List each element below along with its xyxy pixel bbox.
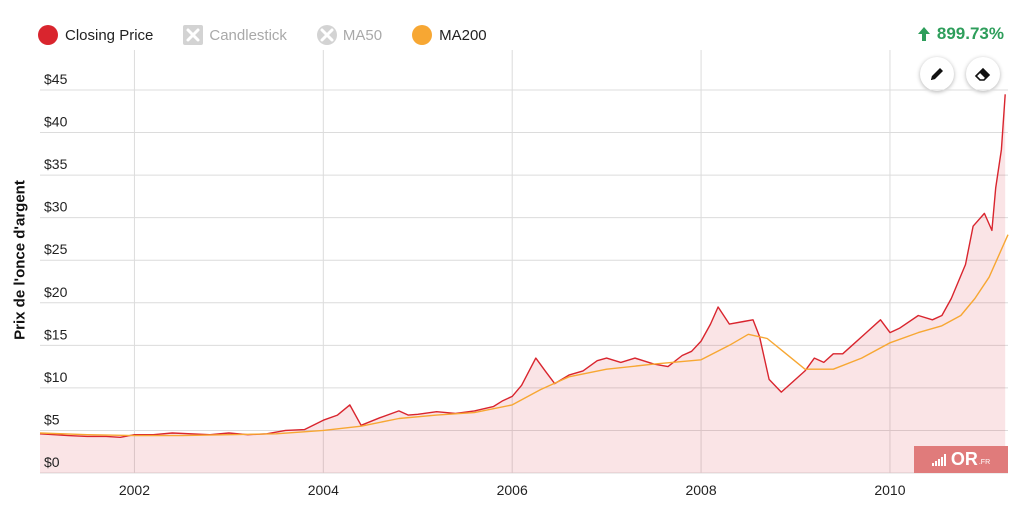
y-tick-label: $5 [44,411,60,427]
y-tick-label: $15 [44,326,68,342]
closing-price-swatch-icon [38,25,58,45]
pencil-icon [931,68,943,80]
ma200-line [39,234,1009,437]
ma50-disabled-icon [316,25,337,45]
x-tick-label: 2004 [308,482,339,498]
performance-value: 899.73% [936,24,1004,43]
x-tick-label: 2008 [685,482,716,498]
chart-series [39,94,1009,474]
draw-button[interactable] [920,57,954,91]
legend-item-ma200[interactable]: MA200 [412,25,487,45]
legend-item-candlestick[interactable]: Candlestick [183,25,287,45]
chart-grid [40,50,1008,474]
legend-item-closing-price[interactable]: Closing Price [38,25,153,45]
logo-subtext: .FR [978,459,991,466]
eraser-icon [974,67,991,81]
x-tick-label: 2006 [497,482,528,498]
y-tick-label: $40 [44,114,68,130]
chart-legend: Closing Price Candlestick MA50 MA200 [38,22,517,48]
legend-label-candlestick: Candlestick [209,26,287,44]
legend-label-ma200: MA200 [439,26,487,44]
candlestick-disabled-icon [183,25,204,45]
legend-item-ma50[interactable]: MA50 [316,25,383,45]
performance-indicator: 899.73% [916,22,1004,46]
legend-label-closing-price: Closing Price [65,26,154,44]
y-tick-label: $20 [44,284,68,300]
y-tick-label: $0 [44,454,60,470]
y-tick-label: $45 [44,71,68,87]
ma200-swatch-icon [412,25,433,45]
x-tick-label: 2010 [874,482,905,498]
closing-price-area [40,94,1006,474]
y-tick-label: $35 [44,156,68,172]
y-tick-label: $30 [44,199,68,215]
or-fr-logo: OR .FR [914,446,1008,473]
arrow-up-icon [917,27,930,41]
y-tick-label: $25 [44,241,68,257]
y-tick-label: $10 [44,369,68,385]
logo-bars-icon [931,453,947,466]
erase-button[interactable] [966,57,1000,91]
legend-label-ma50: MA50 [342,26,383,44]
logo-text: OR [950,449,978,469]
x-tick-label: 2002 [119,482,150,498]
x-axis-ticks: 2002 2004 2006 2008 2010 [119,482,906,498]
y-axis-ticks: $0 $5 $10 $15 $20 $25 $30 $35 $40 $45 [44,71,68,470]
